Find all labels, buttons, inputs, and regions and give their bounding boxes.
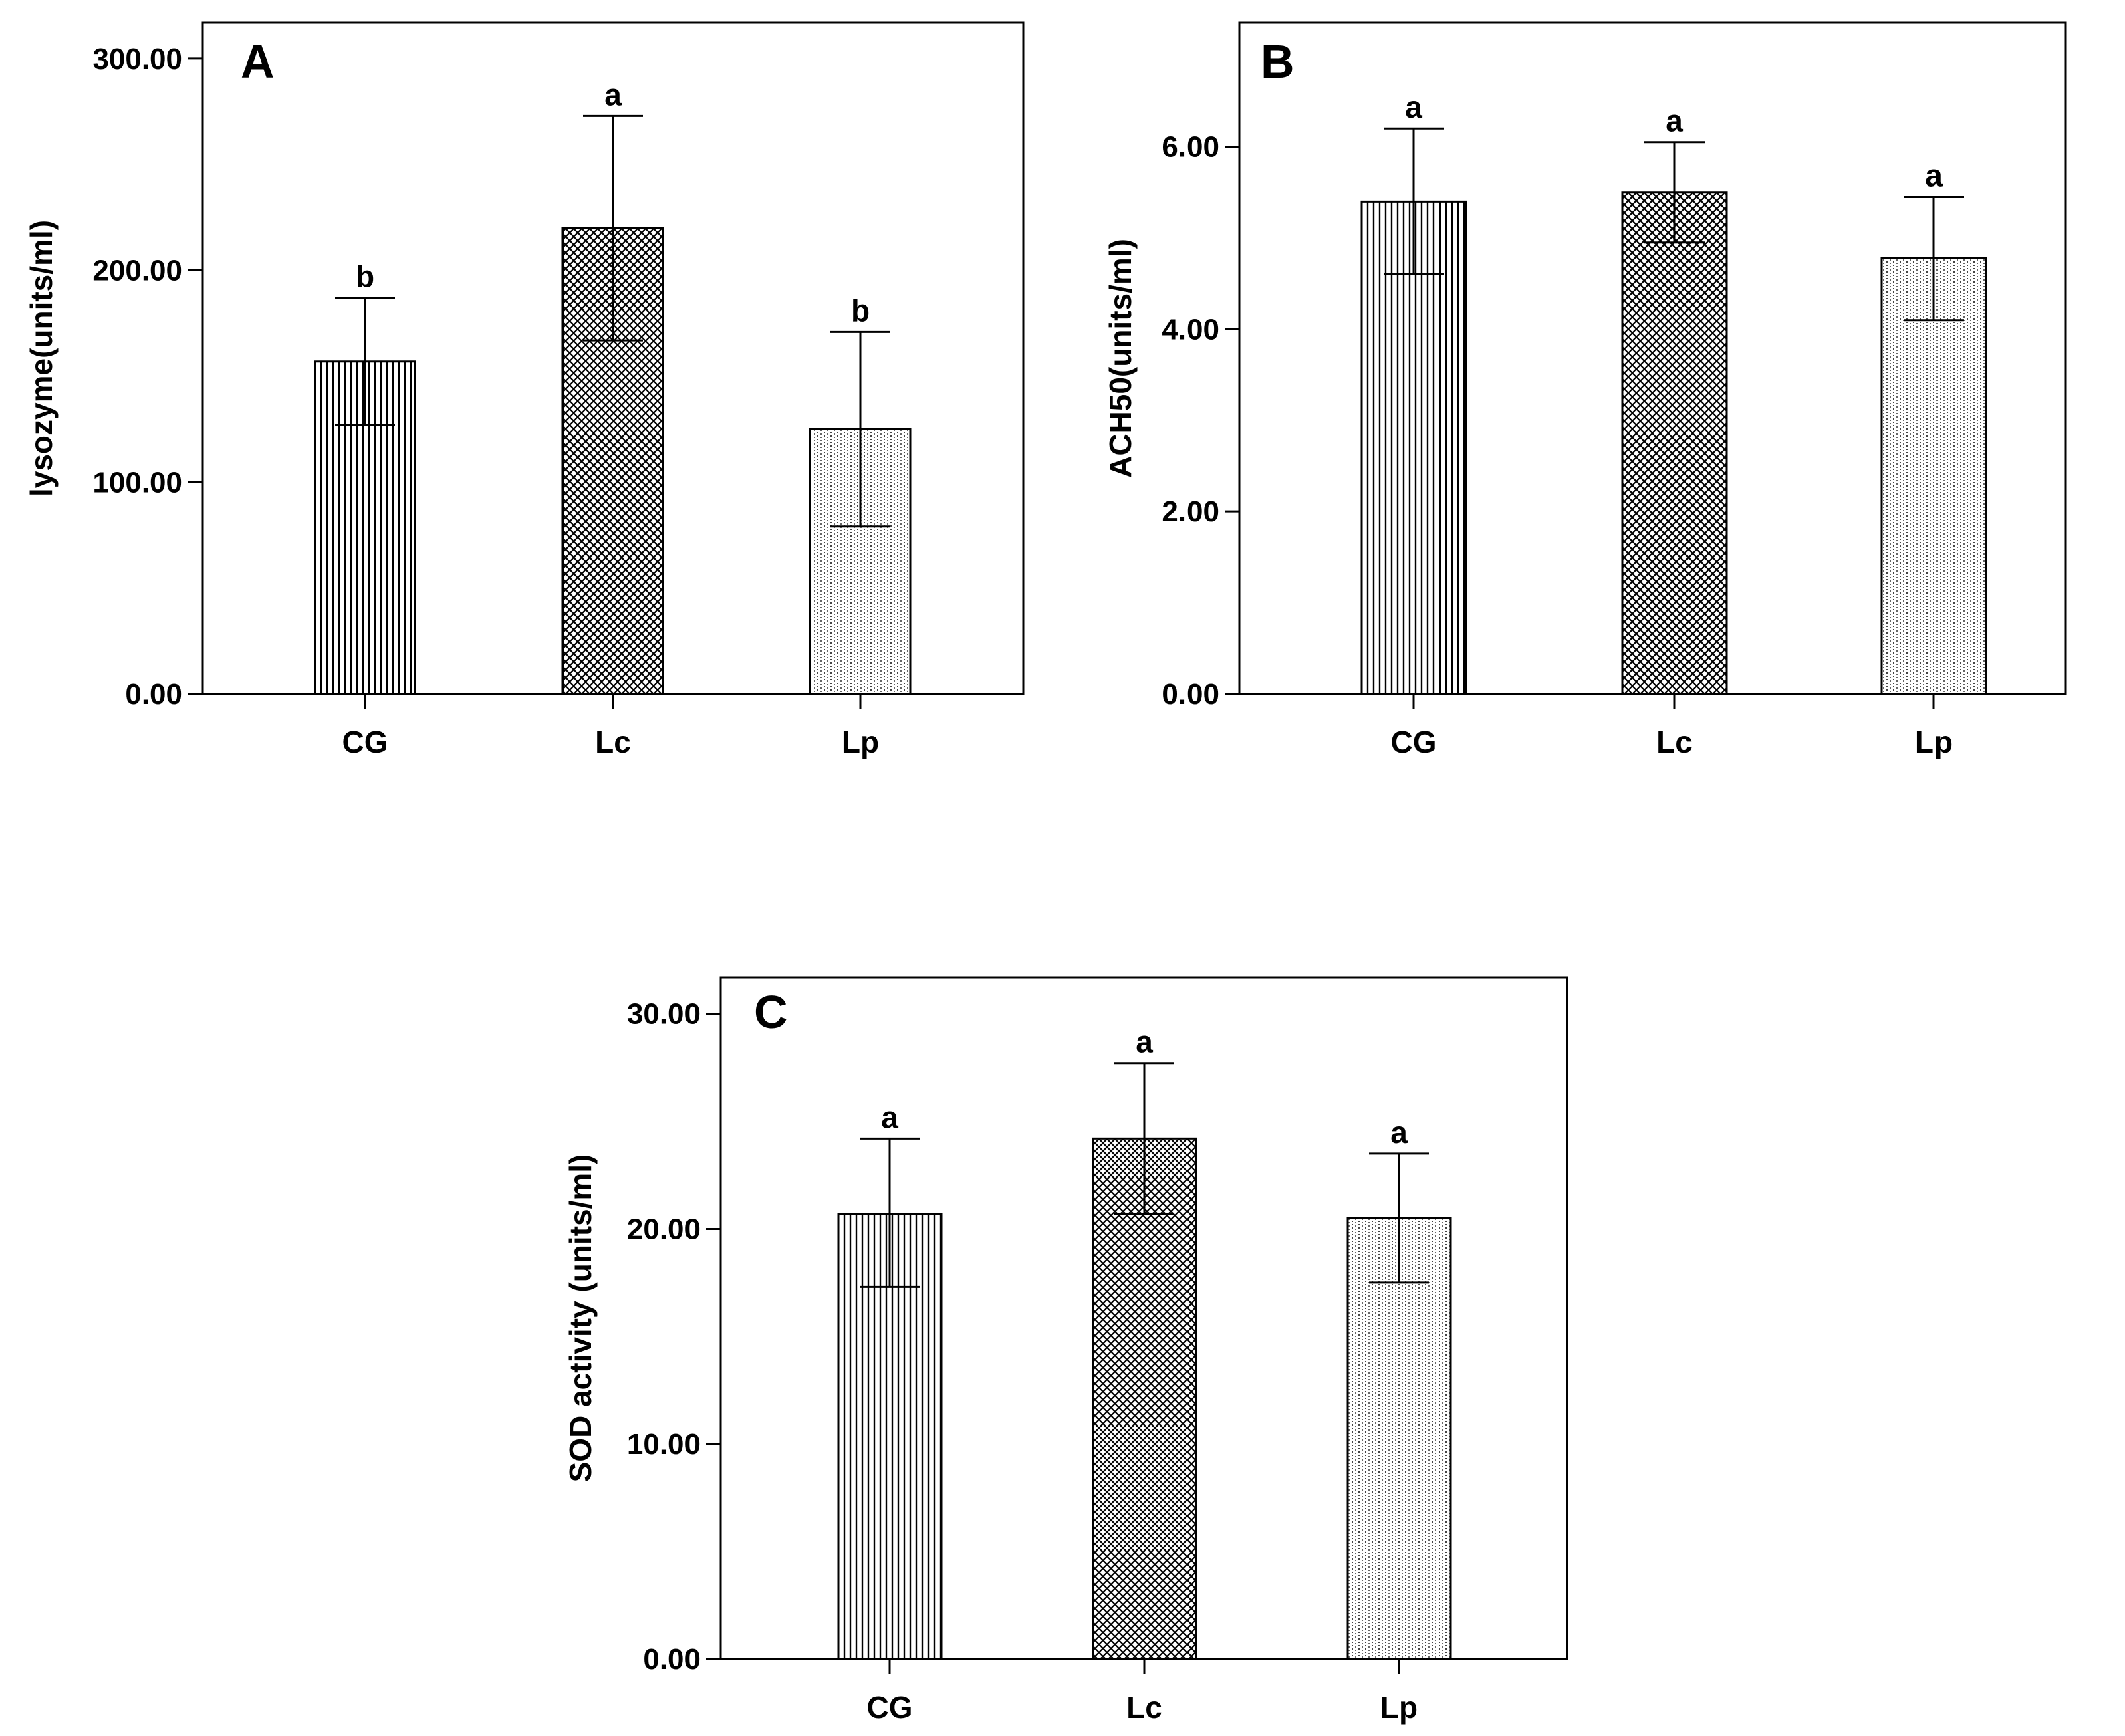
- bar-lc: [1621, 191, 1728, 695]
- y-axis-label: ACH50(units/ml): [1103, 239, 1138, 478]
- bar-lp: [1346, 1217, 1452, 1660]
- significance-label: a: [604, 77, 622, 112]
- y-tick-label: 20.00: [627, 1213, 701, 1245]
- y-tick-label: 0.00: [1162, 678, 1219, 711]
- significance-label: a: [1390, 1115, 1408, 1150]
- bar-lc: [1092, 1137, 1197, 1660]
- y-axis-label: lysozyme(units/ml): [24, 220, 59, 497]
- y-tick-label: 10.00: [627, 1428, 701, 1461]
- y-tick-label: 0.00: [643, 1643, 701, 1676]
- bar-lp: [1880, 257, 1987, 695]
- x-tick-label: CG: [867, 1690, 913, 1725]
- x-tick-label: Lp: [1380, 1690, 1418, 1725]
- panel-letter: A: [241, 35, 275, 88]
- significance-label: a: [1136, 1025, 1153, 1060]
- x-tick-label: Lc: [1656, 725, 1693, 759]
- significance-label: a: [1405, 90, 1422, 124]
- x-tick-label: CG: [342, 725, 388, 759]
- x-tick-label: CG: [1391, 725, 1437, 759]
- significance-label: b: [356, 259, 374, 294]
- x-tick-label: Lp: [842, 725, 879, 759]
- chart-panel-a: A lysozyme(units/ml) 0.00 100.00 200.00 300…: [24, 21, 1025, 759]
- chart-panel-b: B ACH50(units/ml) 0.00 2.00 4.00 6.00 a CG a L…: [1103, 21, 2067, 759]
- chart-panel-c: C SOD activity (units/ml) 0.00 10.00 20.00…: [563, 976, 1568, 1725]
- y-tick-label: 4.00: [1162, 313, 1219, 346]
- x-tick-label: Lc: [1126, 1690, 1162, 1725]
- y-tick-label: 30.00: [627, 998, 701, 1031]
- bar-cg: [837, 1213, 943, 1660]
- y-tick-label: 0.00: [125, 678, 182, 711]
- panel-letter: B: [1261, 35, 1295, 88]
- bar-cg: [1360, 200, 1467, 695]
- y-tick-label: 2.00: [1162, 495, 1219, 528]
- significance-label: a: [1925, 158, 1943, 193]
- panel-letter: C: [754, 986, 788, 1038]
- y-tick-label: 200.00: [92, 255, 182, 287]
- x-tick-label: Lc: [595, 725, 631, 759]
- y-tick-label: 100.00: [92, 466, 182, 499]
- x-tick-label: Lp: [1915, 725, 1953, 759]
- significance-label: a: [1666, 104, 1683, 138]
- significance-label: b: [851, 293, 870, 328]
- significance-label: a: [881, 1100, 898, 1134]
- y-tick-label: 6.00: [1162, 131, 1219, 164]
- y-axis-label: SOD activity (units/ml): [563, 1154, 598, 1483]
- y-tick-label: 300.00: [92, 43, 182, 76]
